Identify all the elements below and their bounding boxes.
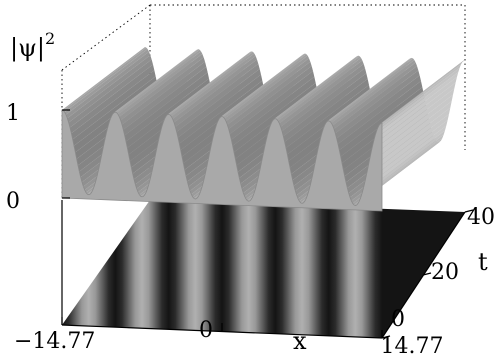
surface-strip (380, 60, 465, 124)
density-projection (62, 200, 465, 338)
x-axis-label: x (293, 327, 307, 355)
surface-strip (334, 66, 419, 134)
surface-strip (374, 71, 459, 140)
surface-strip (279, 60, 364, 127)
surface-strip (120, 57, 205, 125)
surface-strip (170, 51, 255, 117)
surface-strip (66, 51, 151, 119)
surface-strip (370, 88, 455, 158)
t-tick-40: 40 (467, 205, 495, 230)
surface-strip (372, 76, 457, 146)
surface-strip (339, 87, 424, 157)
surface-strip (284, 78, 369, 148)
surface-strip (364, 114, 449, 184)
x-tick-max: 14.77 (381, 334, 444, 356)
surface-strip (335, 70, 420, 139)
surface-strip (220, 53, 305, 117)
surface-strip (171, 53, 256, 120)
surface-strip (68, 59, 153, 128)
surface-strip (122, 61, 207, 130)
surface-strip (330, 58, 415, 123)
surface-strip (286, 84, 371, 155)
surface-strip (172, 56, 257, 123)
surface-strip (222, 53, 307, 118)
surface-strip (368, 94, 453, 165)
t-tick-20: 20 (431, 260, 459, 285)
surface-strip (275, 55, 360, 120)
surface-strip (114, 49, 199, 113)
surface-strip (363, 120, 448, 189)
surface-front-edge (61, 109, 383, 212)
surface-strip (223, 54, 308, 119)
surface-strip (175, 63, 260, 132)
surface-strip (232, 82, 317, 153)
surface-strip (336, 75, 421, 145)
surface-strip (64, 49, 149, 115)
surface-strip (227, 61, 312, 130)
surface-strip (371, 82, 456, 152)
t-axis-label: t (478, 248, 488, 276)
surface-strip (362, 125, 447, 194)
surface-strip (174, 59, 259, 127)
surface-strip (328, 57, 413, 122)
surface-strip (378, 61, 463, 128)
surface-strip (332, 62, 417, 130)
z-axis: 1 0 |ψ|2 (6, 29, 70, 214)
t-axis: 0 20 40 t (381, 205, 495, 339)
z-tick-0: 0 (6, 189, 20, 214)
surface-strip (123, 66, 208, 136)
surface-strip (366, 107, 451, 178)
surface-strip (119, 53, 204, 121)
surface-strip (72, 76, 157, 146)
surface-strip (71, 70, 156, 140)
surface-strip (276, 56, 361, 121)
surface-strip (231, 76, 316, 146)
surface-strip (278, 57, 363, 124)
x-tick-min: −14.77 (14, 329, 95, 354)
surface-strip (126, 78, 211, 148)
surface-strip (282, 68, 367, 137)
surface-strip (178, 74, 263, 144)
surface-strip (280, 63, 365, 132)
x-axis: −14.77 0 14.77 x (14, 317, 444, 359)
surface-strip (168, 51, 253, 115)
surface-strip (115, 49, 200, 113)
z-axis-label: |ψ|2 (10, 29, 55, 63)
surface-strip (338, 81, 423, 151)
surface-strip (116, 49, 201, 115)
surface-strip (62, 47, 147, 111)
surface-strip (375, 67, 460, 135)
surface-strip (283, 73, 368, 142)
surface-strip (367, 101, 452, 171)
surface-strip (167, 51, 252, 115)
surface-strip (228, 66, 313, 135)
surface-strip (124, 72, 209, 142)
surface-strip (70, 64, 155, 134)
surface-strip (118, 51, 203, 117)
surface-strip (63, 47, 148, 113)
surface-strip (327, 57, 412, 122)
surface-strip (274, 55, 359, 120)
surface-strip (224, 55, 309, 122)
wave-surface (61, 47, 465, 212)
surface-strip (226, 58, 311, 125)
t-tick-0: 0 (391, 307, 405, 332)
surface-strip (176, 68, 261, 138)
surface-strip (179, 80, 264, 151)
x-tick-zero: 0 (199, 318, 213, 343)
surface-strip (331, 59, 416, 126)
surface-strip (230, 71, 315, 140)
surface-strip (67, 55, 152, 123)
surface-strip (376, 64, 461, 131)
z-tick-1: 1 (6, 101, 20, 126)
